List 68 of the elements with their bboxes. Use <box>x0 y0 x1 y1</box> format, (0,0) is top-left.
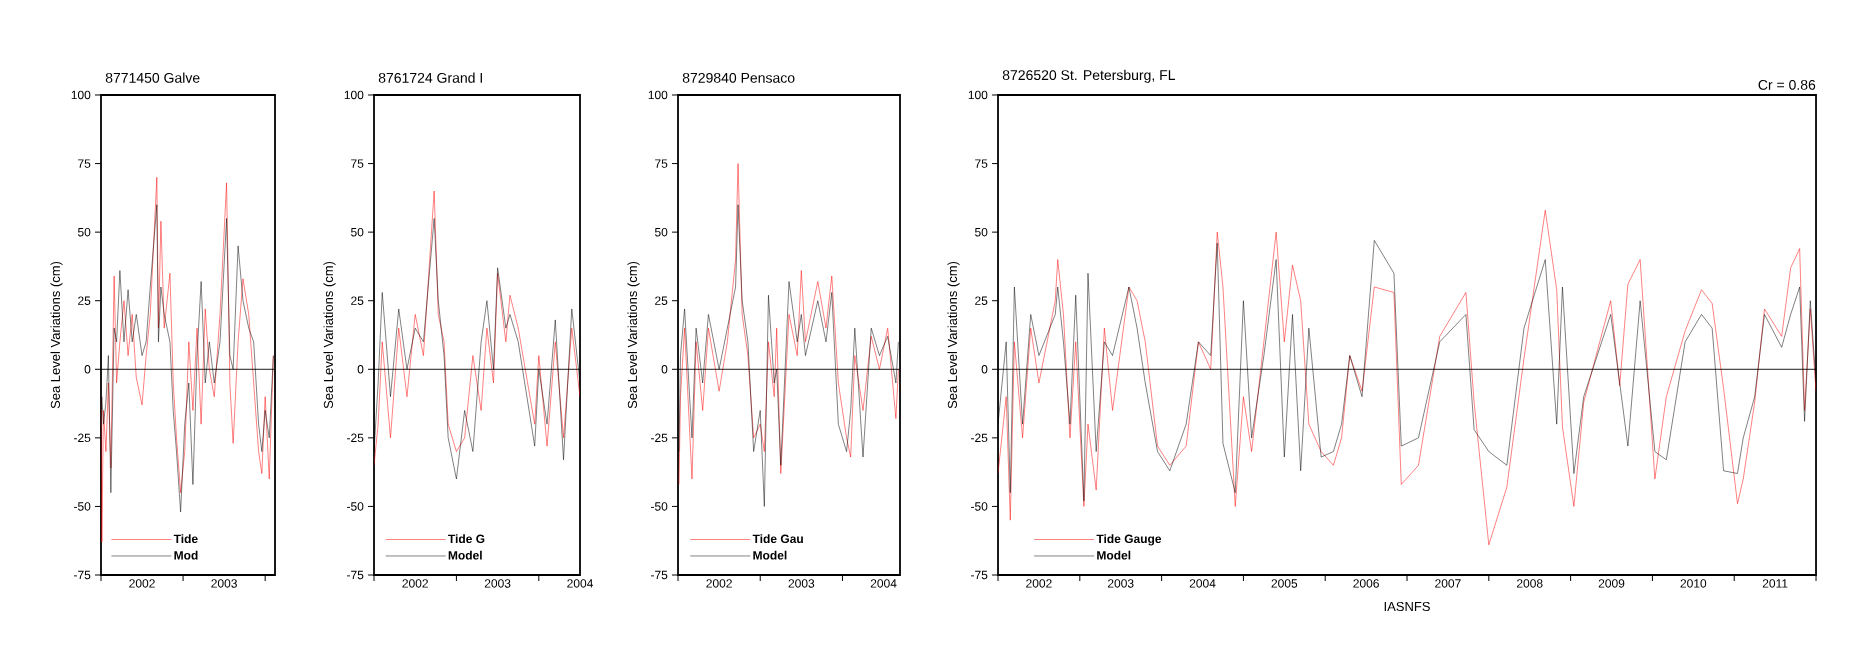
chart-title: 8771450 Galve <box>105 72 200 83</box>
x-tick-label: 2003 <box>788 579 815 588</box>
legend-label: Tide <box>173 534 198 544</box>
x-tick-label: 2002 <box>402 579 428 588</box>
y-tick-label: 75 <box>655 159 668 168</box>
y-tick-label: 0 <box>357 365 364 374</box>
y-tick-label: 50 <box>654 227 668 237</box>
x-tick-label: 2002 <box>706 579 732 588</box>
y-tick-label: -25 <box>347 433 364 443</box>
y-tick-label: 75 <box>975 159 988 168</box>
legend-label: Model <box>1097 550 1131 560</box>
y-tick-label: 75 <box>351 159 364 168</box>
y-tick-label: 25 <box>78 296 91 305</box>
y-axis-title: Sea Level Variations (cm) <box>323 261 336 409</box>
y-tick-label: -50 <box>347 502 364 511</box>
y-tick-label: -50 <box>74 502 91 511</box>
x-axis-title: IASNFS <box>1384 601 1430 612</box>
x-tick-label: 2006 <box>1353 579 1379 588</box>
y-tick-label: 100 <box>648 90 668 100</box>
x-tick-label: 2008 <box>1516 579 1543 588</box>
x-tick-label: 2004 <box>567 579 593 588</box>
y-tick-label: 25 <box>655 296 668 305</box>
y-tick-label: 25 <box>975 296 988 305</box>
legend-label: Model <box>753 550 787 560</box>
y-tick-label: 25 <box>351 296 364 305</box>
x-tick-label: 2003 <box>211 579 237 588</box>
y-tick-label: 0 <box>661 365 668 374</box>
y-tick-label: 100 <box>968 90 988 100</box>
y-axis-title: Sea Level Variations (cm) <box>50 261 63 409</box>
legend-label: Mod <box>174 550 198 560</box>
y-tick-label: -75 <box>651 570 668 580</box>
x-tick-label: 2002 <box>129 579 155 588</box>
y-tick-label: -75 <box>347 570 364 580</box>
x-tick-label: 2005 <box>1271 579 1298 588</box>
y-tick-label: -75 <box>971 570 988 580</box>
y-tick-label: -25 <box>74 433 91 443</box>
chart-title: 8729840 Pensaco <box>682 72 795 83</box>
text: Cr = 0.86 <box>1758 79 1816 90</box>
x-tick-label: 2004 <box>870 579 897 588</box>
x-tick-label: 2003 <box>1107 579 1134 588</box>
y-tick-label: -25 <box>971 433 988 443</box>
y-tick-label: 100 <box>344 90 364 100</box>
y-tick-label: 50 <box>350 227 364 237</box>
y-tick-label: -50 <box>971 502 988 511</box>
x-tick-label: 2004 <box>1189 579 1216 588</box>
y-axis-title: Sea Level Variations (cm) <box>627 261 640 409</box>
y-tick-label: 0 <box>84 365 91 374</box>
x-tick-label: 2002 <box>1026 579 1052 588</box>
legend-label: Tide Gau <box>752 534 803 544</box>
legend-label: Tide G <box>448 534 485 544</box>
y-tick-label: 50 <box>974 227 988 237</box>
y-tick-label: -75 <box>74 570 91 580</box>
chart-title: 8726520 St. Petersburg, FL <box>1002 69 1176 83</box>
x-tick-label: 2003 <box>484 579 511 588</box>
y-tick-label: 0 <box>981 365 988 374</box>
legend-label: Model <box>448 550 482 560</box>
x-tick-label: 2010 <box>1680 579 1707 588</box>
x-tick-label: 2011 <box>1762 579 1788 588</box>
y-tick-label: -25 <box>651 433 668 443</box>
y-tick-label: 100 <box>71 90 91 100</box>
x-tick-label: 2009 <box>1598 579 1625 588</box>
x-tick-label: 2007 <box>1435 579 1461 588</box>
y-tick-label: 75 <box>78 159 91 168</box>
y-axis-title: Sea Level Variations (cm) <box>947 261 960 409</box>
legend-label: Tide Gauge <box>1096 534 1162 546</box>
y-tick-label: 50 <box>77 227 91 237</box>
chart-title: 8761724 Grand I <box>378 72 482 83</box>
y-tick-label: -50 <box>651 502 668 511</box>
